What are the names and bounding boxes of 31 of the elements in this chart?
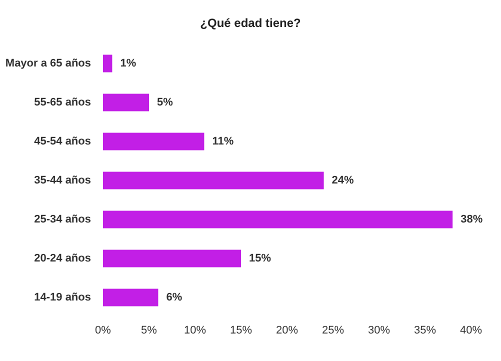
- bar: [103, 54, 112, 72]
- bar: [103, 288, 158, 306]
- bar: [103, 172, 324, 190]
- x-tick-label: 15%: [230, 324, 252, 336]
- data-label: 15%: [249, 252, 272, 264]
- y-tick-label: 25-34 años: [34, 214, 91, 226]
- y-tick-label: 35-44 años: [34, 174, 91, 186]
- data-label: 6%: [166, 292, 182, 304]
- data-label: 24%: [332, 174, 354, 186]
- chart-title: ¿Qué edad tiene?: [200, 16, 301, 30]
- x-tick-label: 35%: [414, 324, 436, 336]
- data-label: 11%: [212, 136, 234, 148]
- x-tick-label: 30%: [368, 324, 390, 336]
- y-tick-label: 20-24 años: [34, 252, 91, 264]
- x-tick-label: 5%: [141, 324, 158, 336]
- y-tick-label: 45-54 años: [34, 136, 91, 148]
- bar: [103, 210, 453, 228]
- x-tick-label: 25%: [322, 324, 344, 336]
- y-tick-label: 14-19 años: [34, 292, 91, 304]
- x-tick-label: 0%: [95, 324, 112, 336]
- data-label: 1%: [120, 58, 136, 70]
- data-label: 38%: [460, 214, 483, 226]
- bar: [103, 94, 149, 112]
- y-tick-label: Mayor a 65 años: [5, 58, 91, 70]
- x-tick-label: 40%: [460, 324, 482, 336]
- x-tick-label: 10%: [184, 324, 206, 336]
- data-label: 5%: [157, 96, 174, 108]
- bar: [103, 250, 241, 268]
- bar: [103, 132, 204, 150]
- y-tick-label: 55-65 años: [34, 96, 91, 108]
- x-tick-label: 20%: [276, 324, 298, 336]
